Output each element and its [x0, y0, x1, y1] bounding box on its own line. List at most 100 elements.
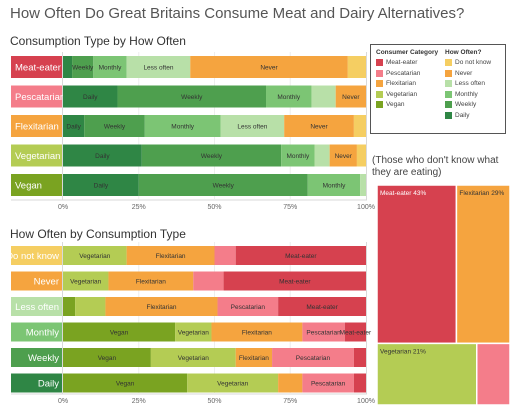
- legend-category-title: Consumer Category: [376, 49, 439, 56]
- legend-label: Flexitarian: [386, 80, 416, 88]
- category-label: Vegan: [15, 181, 42, 192]
- bar-weekly: [141, 144, 282, 167]
- x-tick-label: 75%: [283, 398, 297, 405]
- bar-pescatarian: [193, 271, 224, 291]
- bar-flexitarian: [108, 271, 194, 291]
- treemap-cell-flexitarian: [455, 184, 511, 345]
- legend-swatch: [376, 101, 383, 109]
- bar-weekly: [117, 85, 267, 108]
- bar-weekly: [72, 56, 94, 78]
- legend-label: Do not know: [455, 59, 492, 66]
- x-tick-label: 0%: [58, 204, 68, 211]
- bar-weekly: [138, 174, 308, 196]
- bar-less-often: [220, 115, 285, 137]
- bar-monthly: [144, 115, 221, 137]
- legend-item-vegetarian: Vegetarian: [376, 90, 417, 99]
- bar-do-not-know: [356, 144, 366, 167]
- bar-vegetarian: [63, 271, 109, 291]
- bar-label: Weekly: [104, 124, 126, 131]
- treemap-cell-meat-eater: [376, 184, 458, 345]
- bar-label: Never: [335, 153, 353, 160]
- legend-label: Never: [455, 69, 473, 77]
- bar-do-not-know: [353, 115, 366, 137]
- category-label-box: [11, 297, 62, 316]
- legend-swatch: [376, 59, 383, 66]
- bar-never: [329, 144, 357, 167]
- bar-meat-eater: [223, 271, 366, 291]
- legend-swatch: [376, 90, 383, 98]
- bar-label: Flexitarian: [242, 330, 272, 337]
- bar-daily: [63, 56, 73, 78]
- category-label-box: [11, 246, 62, 265]
- category-label-box: [11, 271, 62, 291]
- legend-label: Daily: [455, 112, 470, 119]
- category-label: Pescatarian: [15, 92, 65, 103]
- page-title: How Often Do Great Britains Consume Meat…: [10, 5, 465, 22]
- category-label-box: [11, 322, 62, 342]
- x-tick-label: 50%: [207, 398, 221, 405]
- bar-less-often: [311, 85, 336, 108]
- bar-less-often: [314, 144, 330, 167]
- legend-item-do-not-know: Do not know: [445, 59, 491, 67]
- bar-monthly: [307, 174, 361, 196]
- category-label-box: [11, 85, 62, 108]
- bar-vegan: [63, 322, 176, 342]
- bar-label: Vegetarian: [70, 279, 101, 286]
- treemap-label: Meat-eater 43%: [380, 190, 426, 197]
- legend-item-pescatarian: Pescatarian: [376, 69, 421, 78]
- legend-item-vegan: Vegan: [376, 101, 404, 109]
- bar-daily: [63, 115, 85, 137]
- bar-vegetarian: [175, 322, 212, 342]
- bar-label: Vegetarian: [178, 355, 209, 362]
- legend-swatch: [376, 69, 383, 77]
- bar-never: [335, 85, 366, 108]
- bar-label: Pescatarian: [296, 355, 331, 362]
- legend-swatch: [445, 59, 452, 66]
- category-label-box: [11, 373, 62, 393]
- bar-label: Meat-eater: [340, 330, 372, 337]
- bar-pescatarian: [217, 297, 279, 316]
- legend-label: Pescatarian: [386, 69, 421, 77]
- bar-vegetarian: [187, 373, 279, 393]
- x-tick-label: 75%: [283, 204, 297, 211]
- bar-label: Never: [260, 65, 278, 72]
- bar-vegetarian: [75, 297, 106, 316]
- legend-item-monthly: Monthly: [445, 90, 478, 99]
- bar-label: Weekly: [201, 153, 223, 160]
- category-label: Weekly: [28, 353, 59, 364]
- bar-less-often: [360, 174, 366, 196]
- bar-meat-eater: [235, 246, 366, 265]
- bar-label: Pescatarian: [231, 304, 266, 311]
- legend-frequency-title: How Often?: [445, 49, 482, 56]
- bar-monthly: [281, 144, 315, 167]
- bar-less-often: [126, 56, 191, 78]
- category-label: Meat-eater: [15, 63, 61, 74]
- bar-label: Monthly: [171, 124, 195, 131]
- bar-flexitarian: [211, 322, 303, 342]
- legend: Consumer Category How Often? Meat-eater P…: [370, 44, 506, 134]
- legend-swatch: [445, 80, 452, 88]
- bar-monthly: [93, 56, 127, 78]
- bar-vegetarian: [63, 246, 127, 265]
- bar-label: Never: [310, 124, 328, 131]
- bar-label: Monthly: [286, 153, 310, 160]
- bar-label: Weekly: [181, 94, 203, 101]
- chart-title-how-often: How Often by Consumption Type: [10, 227, 186, 241]
- bar-label: Daily: [66, 124, 81, 131]
- bar-daily: [63, 144, 142, 167]
- legend-item-meat-eater: Meat-eater: [376, 59, 417, 67]
- legend-swatch: [376, 80, 383, 88]
- category-label: Do not know: [6, 251, 59, 262]
- bar-label: Weekly: [213, 183, 235, 190]
- bar-pescatarian: [214, 246, 236, 265]
- category-label: Vegetarian: [15, 151, 60, 162]
- bar-label: Monthly: [323, 183, 347, 190]
- legend-label: Vegan: [386, 101, 405, 109]
- x-tick-label: 100%: [357, 204, 375, 211]
- legend-label: Monthly: [455, 90, 478, 98]
- treemap-cell-pescatarian: [476, 342, 511, 406]
- category-label: Daily: [38, 379, 59, 390]
- bar-flexitarian: [278, 373, 303, 393]
- bar-meat-eater: [353, 373, 366, 393]
- treemap-label: Vegetarian 21%: [380, 348, 426, 355]
